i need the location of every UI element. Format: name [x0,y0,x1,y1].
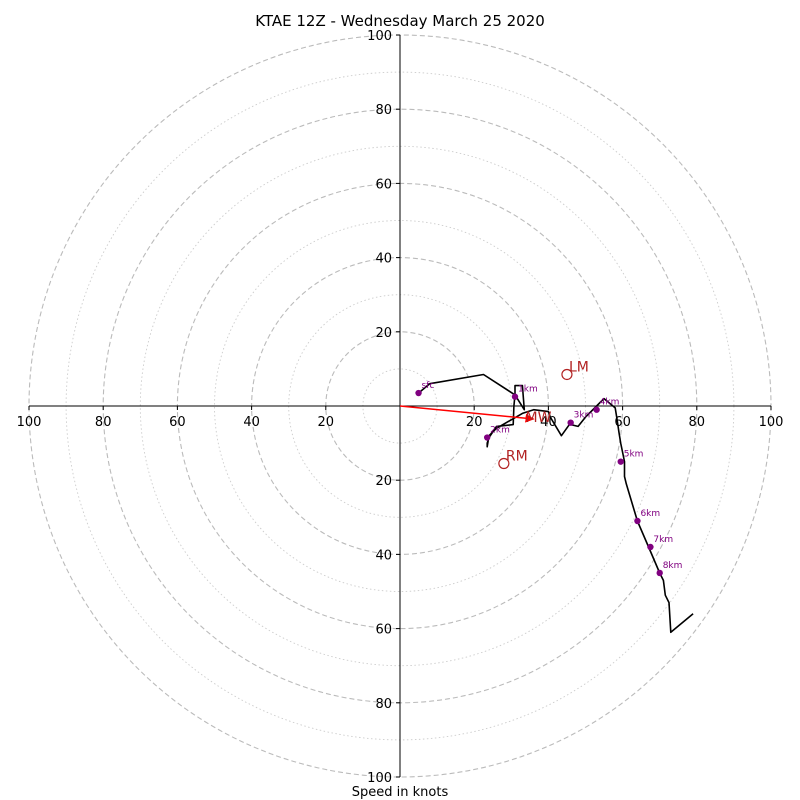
y-tick-label: 20 [375,326,392,341]
height-marker-dot [656,569,663,577]
mean-wind-vector [399,405,535,423]
x-axis-label: Speed in knots [352,785,449,800]
height-marker-label: 4km [600,398,620,408]
height-marker-dot [617,458,624,465]
y-tick-label: 40 [375,252,392,267]
height-marker-dot [567,419,574,426]
height-marker-dot [593,406,600,413]
hodograph-line [418,373,694,634]
height-marker-label: sfc [422,381,435,391]
y-tick-label: 40 [375,548,392,563]
y-tick-label: 20 [375,474,392,489]
height-marker-label: 8km [663,561,683,571]
height-marker-dot [647,543,654,551]
hodograph-trace [418,373,694,634]
storm-motion-label: LM [569,359,589,375]
y-tick-label: 80 [375,103,392,118]
x-tick-label: 40 [243,415,260,430]
x-tick-label: 80 [689,415,706,430]
x-tick-label: 20 [318,415,335,430]
height-marker-label: 6km [640,509,660,519]
height-marker-label: 7km [653,535,673,545]
height-markers: sfc 1km 2km 3km 4km 5km 6km 7km 8km [415,381,683,577]
height-marker-dot [483,434,491,441]
chart-title: KTAE 12Z - Wednesday March 25 2020 [255,12,545,30]
height-marker-label: 3km [574,411,594,421]
storm-motion: MW LM RM [399,359,589,470]
height-marker-label: 5km [624,450,644,460]
x-tick-label: 20 [466,415,483,430]
x-tick-label: 100 [759,415,784,430]
storm-motion-marker [498,457,510,470]
y-tick-label: 100 [367,29,392,44]
mean-wind-label: MW [526,410,552,426]
tick-labels: 100 80 60 40 20 20 40 60 80 100204060801002040608… [17,29,784,786]
y-tick-label: 60 [375,177,392,192]
height-marker-label: 1km [518,385,538,395]
x-tick-label: 40 [540,415,557,430]
height-marker-label: 2km [490,426,510,436]
y-tick-label: 80 [375,697,392,712]
storm-motion-label: RM [506,449,528,465]
y-tick-label: 60 [375,623,392,638]
storm-motion-marker [561,368,573,381]
height-marker-dot [415,389,422,397]
x-tick-label: 80 [95,415,112,430]
x-tick-label: 100 [17,415,42,430]
height-marker-dot [634,517,641,525]
y-tick-label: 100 [367,771,392,786]
x-tick-label: 60 [169,415,186,430]
height-marker-dot [511,393,519,400]
